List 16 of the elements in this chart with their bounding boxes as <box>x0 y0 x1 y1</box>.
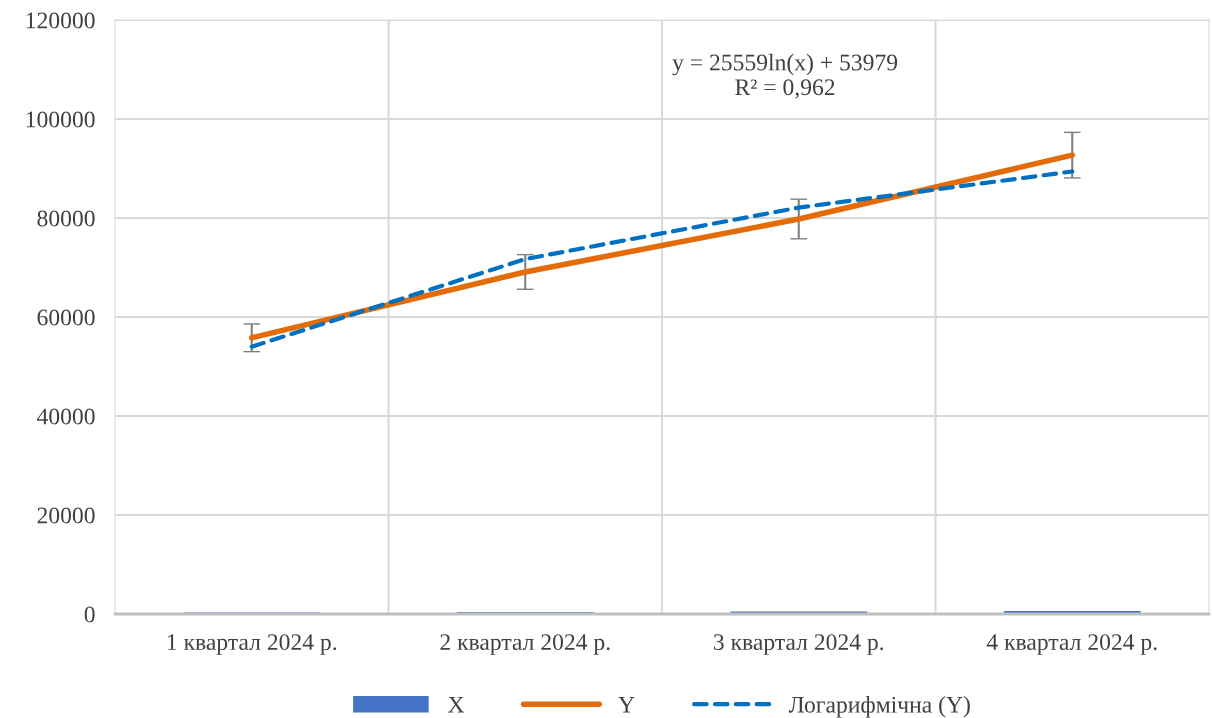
x-tick-label: 1 квартал 2024 р. <box>167 634 337 655</box>
legend-label: Y <box>618 697 635 713</box>
y-tick-label: 0 <box>84 606 95 623</box>
legend-label: Логарифмічна (Y) <box>788 696 970 718</box>
y-tick-label: 60000 <box>37 309 95 326</box>
x-tick-label: 3 квартал 2024 р. <box>713 634 884 655</box>
legend-label: X <box>448 697 465 713</box>
y-tick-label: 100000 <box>26 111 95 128</box>
x-tick-label: 2 квартал 2024 р. <box>440 634 610 655</box>
annotation: y = 25559ln(x) + 53979 <box>672 53 898 76</box>
y-tick-label: 120000 <box>26 12 95 29</box>
y-tick-label: 80000 <box>37 210 95 227</box>
x-tick-label: 4 квартал 2024 р. <box>986 634 1157 655</box>
y-tick-label: 40000 <box>36 408 95 425</box>
annotation: R² = 0,962 <box>735 79 835 99</box>
y-tick-label: 20000 <box>37 507 95 524</box>
